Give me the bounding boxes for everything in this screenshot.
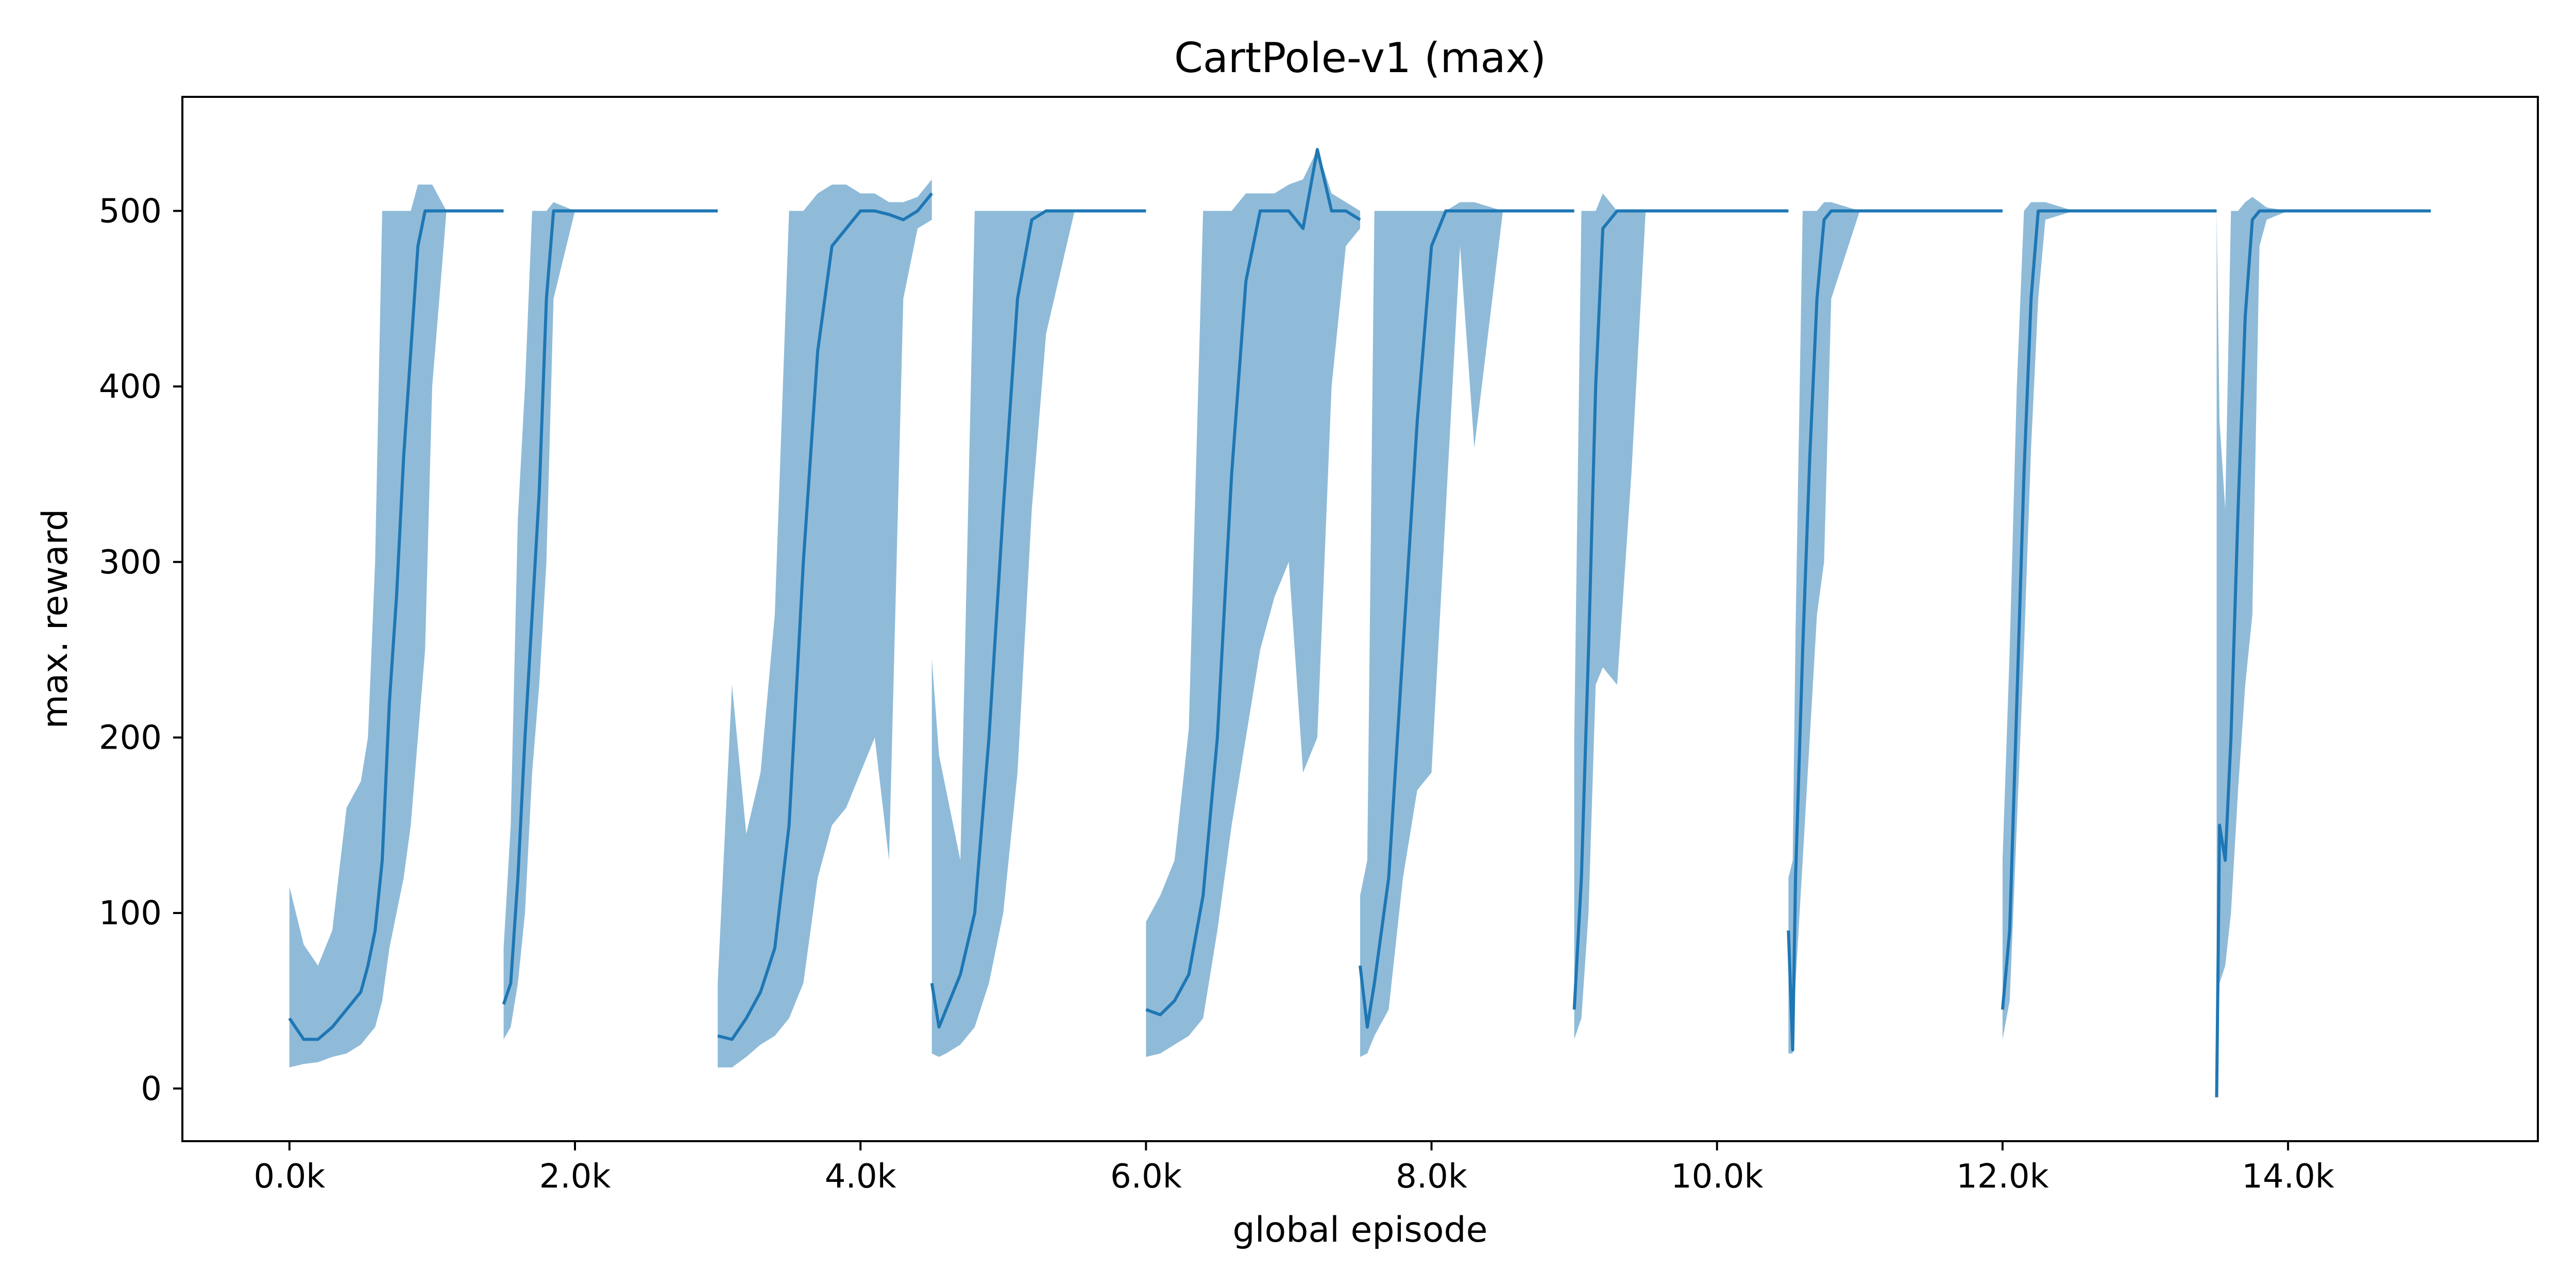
x-tick-label: 4.0k: [825, 1158, 896, 1196]
x-tick-label: 2.0k: [539, 1158, 611, 1196]
y-tick-label: 400: [99, 368, 162, 406]
x-tick-label: 14.0k: [2242, 1158, 2334, 1196]
x-axis-label: global episode: [1233, 1210, 1488, 1250]
band-layer: [289, 149, 2431, 1097]
x-tick-label: 8.0k: [1396, 1158, 1467, 1196]
reward-band-8: [1788, 202, 2003, 1054]
reward-line-9: [2001, 209, 2217, 1010]
x-tick-label: 6.0k: [1110, 1158, 1182, 1196]
reward-band-10: [2216, 197, 2431, 1097]
reward-band-6: [1360, 202, 1574, 1057]
reward-band-4: [931, 211, 1146, 1057]
axes-frame: [181, 96, 2539, 1142]
chart-title: CartPole-v1 (max): [1174, 34, 1546, 82]
y-axis-label: max. reward: [35, 509, 76, 729]
y-axis: 0 100 200 300 400 500: [99, 192, 182, 1108]
reward-band-7: [1574, 193, 1789, 1040]
x-axis: 0.0k 2.0k 4.0k 6.0k 8.0k 10.0k 12.0k 14.0k: [253, 1141, 2334, 1196]
x-tick-label: 0.0k: [253, 1158, 325, 1196]
y-tick-label: 300: [99, 544, 162, 582]
y-tick-label: 500: [99, 192, 162, 230]
y-tick-label: 0: [141, 1070, 162, 1108]
reward-band-1: [289, 184, 504, 1067]
reward-band-9: [2002, 202, 2217, 1040]
reward-line-5: [1145, 148, 1361, 1016]
plot-area: [288, 148, 2431, 1097]
reward-line-10: [2215, 209, 2431, 1097]
line-layer: [288, 148, 2431, 1097]
x-tick-label: 10.0k: [1671, 1158, 1764, 1196]
reward-line-1: [288, 209, 504, 1041]
reward-line-6: [1359, 209, 1574, 1029]
reward-line-8: [1787, 209, 2003, 1052]
reward-line-3: [717, 192, 934, 1041]
reward-band-3: [718, 179, 932, 1067]
y-tick-label: 100: [99, 894, 162, 933]
y-tick-label: 200: [99, 719, 162, 757]
x-tick-label: 12.0k: [1956, 1158, 2049, 1196]
reward-line-4: [930, 209, 1146, 1029]
reward-line-2: [502, 209, 718, 1005]
reward-line-7: [1572, 209, 1789, 1010]
reward-band-5: [1146, 149, 1360, 1057]
